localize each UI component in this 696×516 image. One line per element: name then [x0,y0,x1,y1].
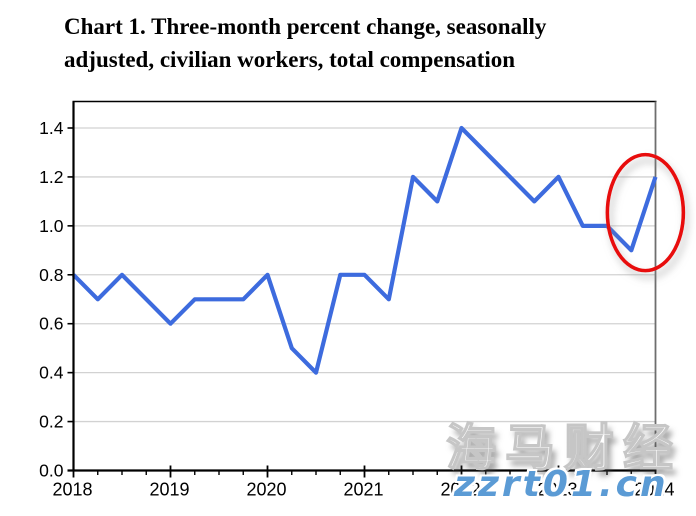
x-tick-label: 2022 [440,480,480,500]
highlight-ellipse [605,152,686,273]
x-tick-label: 2020 [246,480,286,500]
chart-title-line1: Chart 1. Three-month percent change, sea… [64,14,547,39]
watermark-site-url: zzrt01.cn [454,464,669,505]
y-tick-label: 1.0 [39,216,64,236]
y-tick-label: 1.2 [39,167,63,187]
x-tick-label: 2024 [634,480,674,500]
watermark-chinese-text: 海马财经 [445,418,682,478]
y-tick-label: 0.4 [39,363,64,383]
chart-title: Chart 1. Three-month percent change, sea… [64,10,684,76]
y-tick-label: 0.8 [39,265,63,285]
x-tick-label: 2019 [149,480,189,500]
y-tick-label: 0.2 [39,412,63,432]
x-tick-label: 2018 [52,480,92,500]
x-tick-label: 2023 [537,480,577,500]
y-tick-label: 1.4 [39,118,64,138]
chart-title-line2: adjusted, civilian workers, total compen… [64,47,516,72]
y-tick-label: 0.6 [39,314,63,334]
x-tick-label: 2021 [343,480,383,500]
y-tick-label: 0.0 [39,461,64,481]
data-series-line [72,125,658,375]
